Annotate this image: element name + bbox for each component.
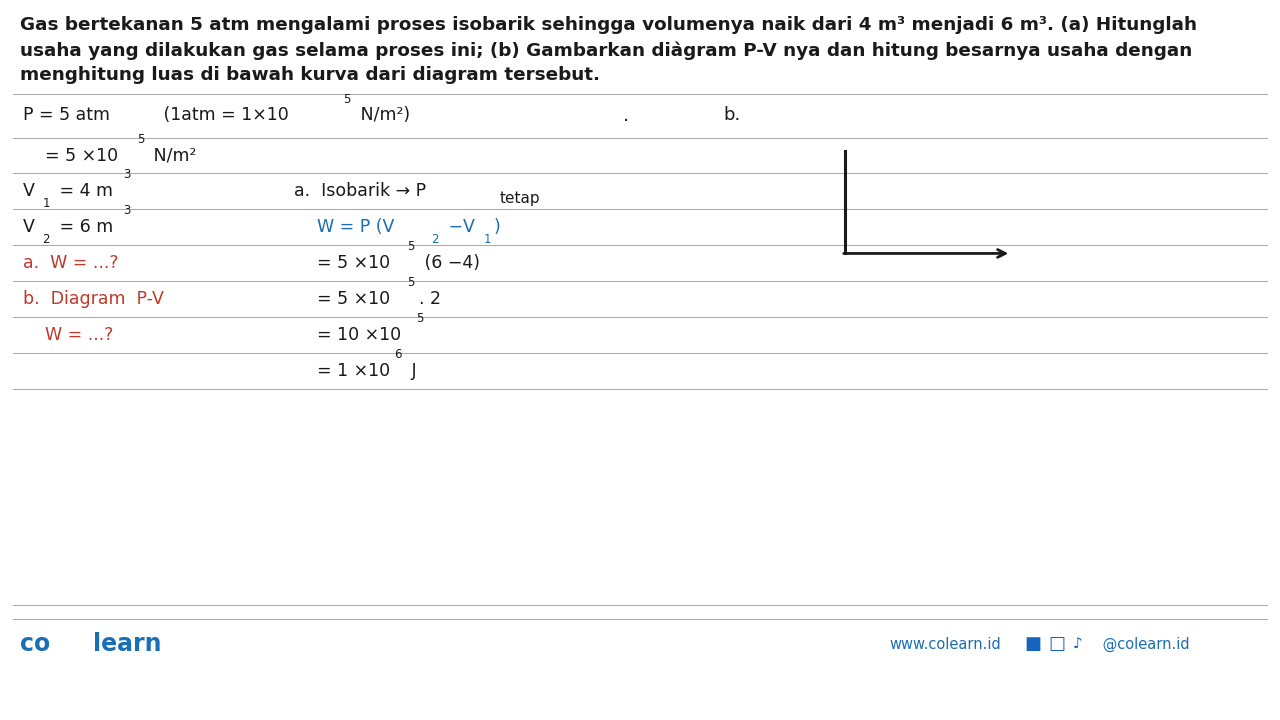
Text: = 5 ×10: = 5 ×10 <box>317 254 390 271</box>
Text: a.  W = ...?: a. W = ...? <box>23 254 119 271</box>
Text: (6 −4): (6 −4) <box>419 254 480 271</box>
Text: 5: 5 <box>416 312 424 325</box>
Text: 1: 1 <box>42 197 50 210</box>
Text: 6: 6 <box>394 348 402 361</box>
Text: P = 5 atm: P = 5 atm <box>23 107 110 124</box>
Text: ♪: ♪ <box>1073 637 1083 652</box>
Text: 5: 5 <box>343 93 351 106</box>
Text: = 10 ×10: = 10 ×10 <box>317 325 402 343</box>
Text: tetap: tetap <box>499 191 540 205</box>
Text: b.  Diagram  P-V: b. Diagram P-V <box>23 289 164 308</box>
Text: learn: learn <box>93 632 163 657</box>
Text: 5: 5 <box>137 133 145 146</box>
Text: ■: ■ <box>1024 636 1041 654</box>
Text: ): ) <box>494 217 500 235</box>
Text: menghitung luas di bawah kurva dari diagram tersebut.: menghitung luas di bawah kurva dari diag… <box>20 66 600 84</box>
Text: V: V <box>23 217 35 235</box>
Text: co: co <box>20 632 51 657</box>
Text: = 5 ×10: = 5 ×10 <box>317 289 390 308</box>
Text: 3: 3 <box>123 168 131 181</box>
Text: 2: 2 <box>431 233 439 246</box>
Text: = 5 ×10: = 5 ×10 <box>45 146 118 164</box>
Text: J: J <box>406 361 416 380</box>
Text: 1: 1 <box>484 233 492 246</box>
Text: usaha yang dilakukan gas selama proses ini; (b) Gambarkan diàgram P-V nya dan h: usaha yang dilakukan gas selama proses i… <box>20 41 1193 60</box>
Text: 5: 5 <box>407 276 415 289</box>
Text: www.colearn.id: www.colearn.id <box>890 637 1001 652</box>
Text: = 4 m: = 4 m <box>54 181 113 199</box>
Text: W = ...?: W = ...? <box>45 325 113 343</box>
Text: N/m²): N/m²) <box>355 107 410 124</box>
Text: .: . <box>623 106 630 125</box>
Text: Gas bertekanan 5 atm mengalami proses isobarik sehingga volumenya naik dari 4 m³: Gas bertekanan 5 atm mengalami proses is… <box>20 16 1198 34</box>
Text: . 2: . 2 <box>419 289 440 308</box>
Text: −V: −V <box>443 217 475 235</box>
Text: = 6 m: = 6 m <box>54 217 113 235</box>
Text: □: □ <box>1048 636 1065 654</box>
Text: 3: 3 <box>123 204 131 217</box>
Text: 2: 2 <box>42 233 50 246</box>
Text: = 1 ×10: = 1 ×10 <box>317 361 390 380</box>
Text: b.: b. <box>723 107 740 124</box>
Text: (1atm = 1×10: (1atm = 1×10 <box>147 107 289 124</box>
Text: @colearn.id: @colearn.id <box>1098 636 1190 652</box>
Text: W = P (V: W = P (V <box>317 217 394 235</box>
Text: 5: 5 <box>407 240 415 253</box>
Text: a.  Isobarik → P: a. Isobarik → P <box>294 181 426 199</box>
Text: N/m²: N/m² <box>148 146 197 164</box>
Text: V: V <box>23 181 35 199</box>
